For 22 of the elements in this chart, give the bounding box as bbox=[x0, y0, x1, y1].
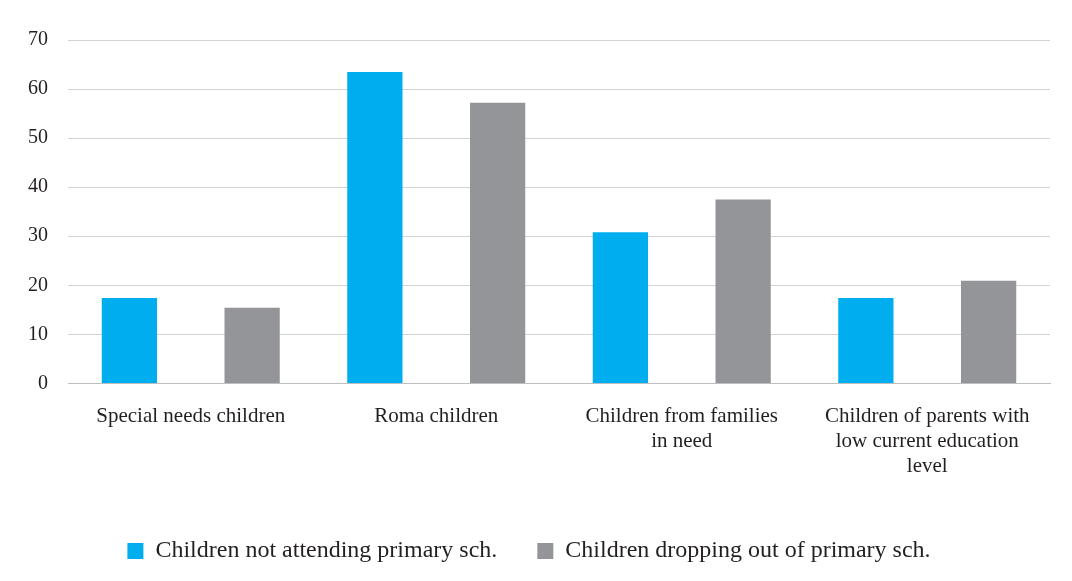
x-tick-label: Special needs children bbox=[96, 402, 286, 427]
bar bbox=[715, 199, 771, 383]
x-tick-label: Roma children bbox=[374, 402, 499, 427]
y-tick-label: 20 bbox=[28, 272, 48, 295]
bar bbox=[224, 307, 280, 383]
bar bbox=[101, 298, 157, 383]
bar bbox=[592, 232, 648, 383]
legend-label: Children dropping out of primary sch. bbox=[565, 536, 931, 563]
bar bbox=[961, 280, 1017, 383]
y-tick-label: 0 bbox=[38, 370, 48, 393]
x-tick-label: Children from families in need bbox=[585, 402, 778, 452]
y-tick-label: 70 bbox=[28, 27, 48, 50]
bar bbox=[347, 71, 403, 383]
y-tick-label: 30 bbox=[28, 223, 48, 246]
y-tick-label: 10 bbox=[28, 321, 48, 344]
bar bbox=[470, 102, 526, 383]
legend-label: Children not attending primary sch. bbox=[155, 536, 498, 563]
y-tick-label: 60 bbox=[28, 76, 48, 99]
x-tick-label: Children of parents with low current education level bbox=[824, 402, 1031, 477]
y-tick-label: 40 bbox=[28, 174, 48, 197]
y-tick-label: 50 bbox=[28, 125, 48, 148]
bar bbox=[838, 298, 894, 383]
